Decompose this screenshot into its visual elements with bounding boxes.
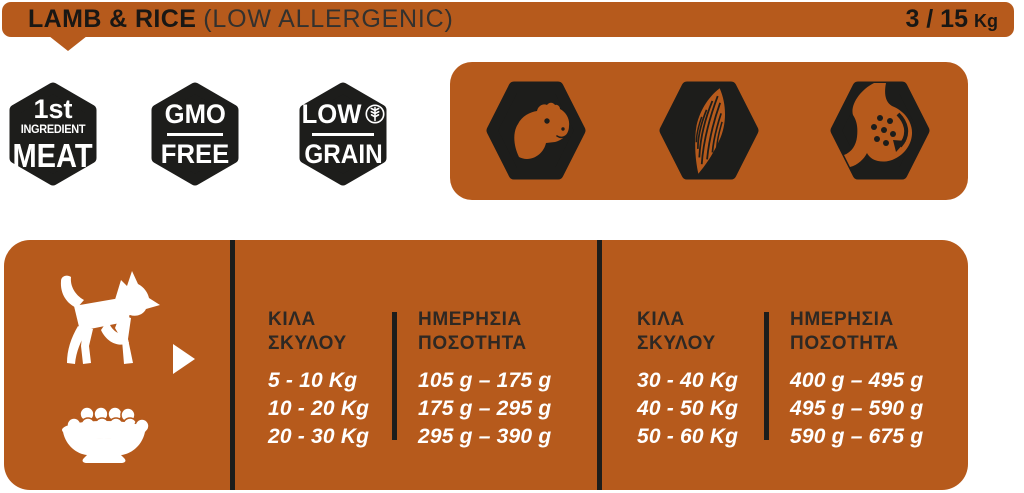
wheat-icon: [365, 104, 386, 124]
table1-weight-header: ΚΙΛΑ ΣΚΥΛΟΥ: [268, 309, 347, 354]
package-size-unit: Kg: [974, 11, 998, 31]
badge-free-label: FREE: [160, 138, 230, 169]
dog-icon: [60, 271, 160, 364]
product-title-group: LAMB & RICE (LOW ALLERGENIC): [28, 5, 454, 34]
table-row: 30 - 40 Kg: [637, 369, 739, 392]
table1-weight-column: ΚΙΛΑ ΣΚΥΛΟΥ 5 - 10 Kg 10 - 20 Kg 20 - 30…: [268, 308, 369, 451]
column-divider: [764, 312, 769, 440]
badge-low-label: LOW: [301, 98, 361, 129]
product-title: LAMB & RICE: [28, 5, 197, 33]
section-divider: [230, 240, 235, 490]
rice-grain-icon: [659, 81, 759, 181]
table1-amount-column: ΗΜΕΡΗΣΙΑ ΠΟΣΟΤΗΤΑ 105 g – 175 g 175 g – …: [418, 308, 551, 451]
product-header-bar: LAMB & RICE (LOW ALLERGENIC) 3 / 15 Kg: [2, 2, 1014, 37]
header-pointer-tail: [49, 36, 87, 51]
table-row: 175 g – 295 g: [418, 397, 552, 420]
stomach-digestion-icon: [830, 81, 930, 181]
product-subtitle: (LOW ALLERGENIC): [203, 5, 454, 33]
table-row: 295 g – 390 g: [418, 425, 552, 448]
table2-weight-header: ΚΙΛΑ ΣΚΥΛΟΥ: [637, 309, 716, 354]
badge-gmo-free: GMO FREE: [150, 82, 240, 186]
food-bowl-icon: [62, 406, 150, 463]
lamb-icon: [486, 81, 586, 181]
table-row: 50 - 60 Kg: [637, 425, 739, 448]
badge-gmo-label: GMO: [164, 98, 226, 129]
hexagon-shape: [9, 82, 97, 186]
badge-1st-label: 1st: [33, 94, 73, 125]
table-row: 20 - 30 Kg: [268, 425, 370, 448]
table-row: 400 g – 495 g: [790, 369, 924, 392]
table-row: 5 - 10 Kg: [268, 369, 358, 392]
section-divider: [597, 240, 602, 490]
table-row: 10 - 20 Kg: [268, 397, 370, 420]
badge-low-grain: LOW GRAIN: [298, 82, 388, 186]
badge-divider-line: [312, 132, 374, 136]
badge-grain-label: GRAIN: [303, 138, 383, 169]
column-divider: [392, 312, 397, 440]
table1-amount-header: ΗΜΕΡΗΣΙΑ ΠΟΣΟΤΗΤΑ: [418, 309, 527, 354]
table2-weight-column: ΚΙΛΑ ΣΚΥΛΟΥ 30 - 40 Kg 40 - 50 Kg 50 - 6…: [637, 308, 738, 451]
package-size: 3 / 15 Kg: [905, 5, 998, 34]
badge-first-ingredient-meat: 1st INGREDIENT MEAT: [8, 82, 98, 186]
arrow-right-icon: [173, 344, 195, 374]
feeding-guide-panel: ΚΙΛΑ ΣΚΥΛΟΥ 5 - 10 Kg 10 - 20 Kg 20 - 30…: [4, 240, 968, 490]
table-row: 495 g – 590 g: [790, 397, 924, 420]
badge-divider-line: [167, 132, 223, 136]
package-size-value: 3 / 15: [905, 5, 968, 33]
feature-icons-box: [450, 62, 968, 200]
badge-ingredient-label: INGREDIENT: [20, 124, 86, 137]
table-row: 590 g – 675 g: [790, 425, 924, 448]
badge-meat-label: MEAT: [12, 136, 94, 174]
table2-amount-column: ΗΜΕΡΗΣΙΑ ΠΟΣΟΤΗΤΑ 400 g – 495 g 495 g – …: [790, 308, 923, 451]
table2-amount-header: ΗΜΕΡΗΣΙΑ ΠΟΣΟΤΗΤΑ: [790, 309, 899, 354]
table-row: 105 g – 175 g: [418, 369, 552, 392]
table-row: 40 - 50 Kg: [637, 397, 739, 420]
